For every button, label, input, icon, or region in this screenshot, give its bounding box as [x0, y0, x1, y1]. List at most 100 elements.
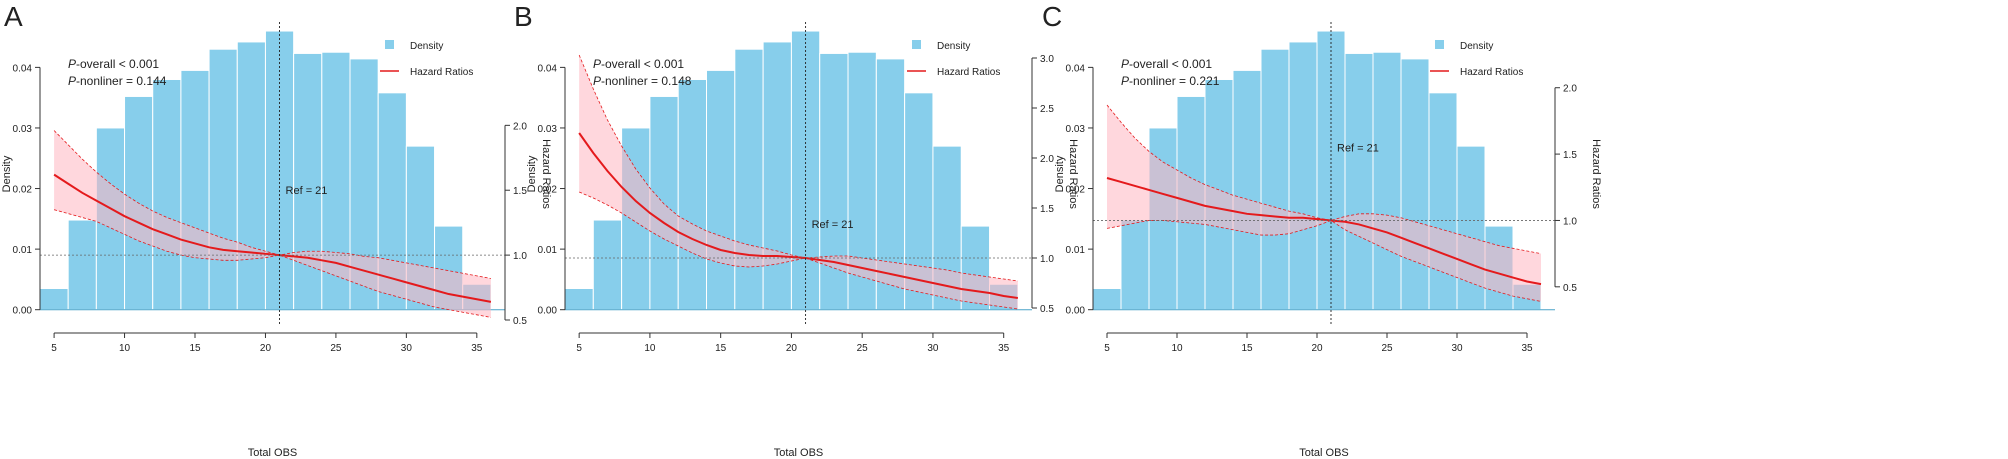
p-symbol: P [68, 57, 76, 71]
p-nonlinear-text: P-nonliner = 0.221 [1121, 74, 1220, 88]
y2-tick-label: 1.5 [1563, 150, 1577, 161]
x-tick-label: 15 [1241, 343, 1253, 354]
legend-density-label: Density [937, 41, 970, 52]
density-bar [1400, 58, 1430, 311]
hr-ci-band [579, 55, 1018, 309]
legend-density-swatch [912, 40, 921, 49]
legend-hr-label: Hazard Ratios [410, 67, 473, 78]
y-tick-label: 0.04 [13, 63, 33, 74]
density-bar [734, 48, 764, 311]
hr-curve [1106, 177, 1542, 286]
p-overall-value: -overall < 0.001 [1129, 57, 1212, 71]
density-bar [762, 41, 792, 311]
p-nonlinear-value: -nonliner = 0.148 [601, 74, 692, 88]
p-nonlinear-text: P-nonliner = 0.148 [593, 74, 692, 88]
panel-label: B [514, 1, 533, 32]
p-symbol: P [68, 74, 76, 88]
hr-curve [53, 173, 492, 303]
p-overall-text: P-overall < 0.001 [593, 57, 684, 71]
x-tick-label: 5 [51, 343, 57, 354]
y-tick-label: 0.00 [1066, 306, 1086, 317]
hr-curve [578, 132, 1018, 299]
y2-tick-label: 0.5 [1040, 304, 1054, 315]
hr-ci-lower-line [1106, 220, 1542, 302]
density-bar [293, 52, 323, 311]
x-tick-label: 20 [786, 343, 798, 354]
y2-tick-label: 2.5 [1040, 104, 1054, 115]
x-axis: 5 10 15 20 25 30 35 Total OBS [1104, 332, 1533, 459]
y-axis-right: 0.5 1.0 1.5 2.0 Hazard Ratios [1554, 84, 1602, 294]
x-tick-label: 5 [576, 343, 582, 354]
y-axis-right: 0.5 1.0 1.5 2.0 2.5 3.0 Hazard Ratios [1031, 54, 1079, 315]
legend-density-swatch [1435, 40, 1444, 49]
x-axis-label: Total OBS [774, 447, 824, 459]
density-bar [592, 219, 623, 311]
y-axis-left: 0.00 0.01 0.02 0.03 0.04 Density [1, 63, 41, 317]
y2-axis-label: Hazard Ratios [1067, 139, 1079, 209]
p-overall-text: P-overall < 0.001 [1121, 57, 1212, 71]
ref-label: Ref = 21 [286, 185, 328, 197]
x-axis-label: Total OBS [248, 447, 298, 459]
legend-density-swatch [385, 40, 394, 49]
y-tick-label: 0.02 [538, 185, 558, 196]
x-tick-label: 25 [857, 343, 869, 354]
x-tick-label: 25 [330, 343, 342, 354]
y2-tick-label: 1.5 [1040, 204, 1054, 215]
density-bar [208, 48, 238, 311]
y-tick-label: 0.03 [13, 124, 33, 135]
ref-label: Ref = 21 [1337, 142, 1379, 154]
x-tick-label: 20 [260, 343, 272, 354]
density-bar [1428, 92, 1458, 311]
legend: Density Hazard Ratios [907, 40, 1000, 78]
y2-tick-label: 0.5 [513, 316, 527, 327]
density-bar [180, 69, 210, 311]
hr-ci-upper-line [53, 130, 491, 279]
y-tick-label: 0.01 [538, 245, 558, 256]
density-bar [706, 69, 736, 311]
x-tick-label: 30 [1451, 343, 1463, 354]
y2-tick-label: 2.0 [1040, 154, 1054, 165]
y2-tick-label: 1.5 [513, 186, 527, 197]
density-bar [1232, 69, 1262, 311]
p-nonlinear-value: -nonliner = 0.144 [76, 74, 167, 88]
density-bar [236, 41, 266, 311]
stats-annotation: P-overall < 0.001 P-nonliner = 0.221 [1121, 57, 1220, 88]
ref-label: Ref = 21 [812, 219, 854, 231]
y-axis-left: 0.00 0.01 0.02 0.03 0.04 Density [526, 63, 566, 317]
hr-ci-lower-line [53, 209, 491, 318]
chart-panel-b: B Ref = 21 0.00 0.01 0.02 0.03 0.04 Density 0.5 1… [514, 1, 1079, 459]
p-symbol: P [1121, 57, 1129, 71]
p-overall-value: -overall < 0.001 [601, 57, 684, 71]
legend-hr-label: Hazard Ratios [1460, 67, 1523, 78]
y2-tick-label: 2.0 [513, 121, 527, 132]
panel-label: C [1042, 1, 1062, 32]
density-bar [677, 78, 708, 311]
y-axis-label: Density [526, 155, 538, 192]
legend-density-label: Density [1460, 41, 1493, 52]
density-bar [1120, 219, 1150, 311]
x-tick-label: 35 [1521, 343, 1533, 354]
y-tick-label: 0.02 [1066, 185, 1086, 196]
y2-axis-label: Hazard Ratios [540, 139, 552, 209]
x-tick-label: 10 [644, 343, 656, 354]
y-axis-label: Density [1054, 155, 1066, 192]
x-tick-label: 30 [927, 343, 939, 354]
density-bar [1092, 287, 1122, 311]
y2-tick-label: 1.0 [513, 251, 527, 262]
y2-tick-label: 2.0 [1563, 84, 1577, 95]
y2-axis-label: Hazard Ratios [1590, 139, 1602, 209]
x-tick-label: 5 [1104, 343, 1110, 354]
y-tick-label: 0.01 [1066, 245, 1086, 256]
p-symbol: P [593, 57, 601, 71]
x-axis-label: Total OBS [1299, 447, 1349, 459]
density-bar [1288, 41, 1318, 311]
x-tick-label: 15 [189, 343, 201, 354]
x-tick-label: 15 [715, 343, 727, 354]
x-tick-label: 20 [1311, 343, 1323, 354]
density-bar [67, 219, 97, 311]
x-tick-label: 35 [471, 343, 483, 354]
y-tick-label: 0.01 [13, 245, 33, 256]
x-tick-label: 30 [401, 343, 413, 354]
